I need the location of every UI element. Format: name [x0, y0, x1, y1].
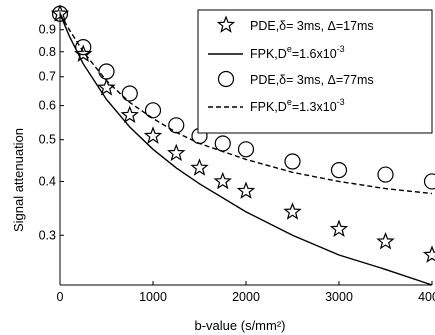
- legend-fpk-1-exp: -3: [337, 44, 345, 54]
- circle-data-point: [168, 117, 185, 134]
- x-tick-label: 1000: [139, 290, 167, 304]
- circle-data-point: [98, 63, 115, 80]
- legend-entry-fpk-2: FPK,De=1.3x10-3: [250, 97, 345, 114]
- star-data-point: [167, 143, 186, 162]
- tick-layer: 0 1000 2000 3000 4000 0.3 0.4 0.5 0.6 0.7 0.8 0.9: [39, 10, 435, 304]
- legend-fpk-2-prefix: FPK,D: [250, 100, 287, 114]
- star-data-point: [213, 171, 232, 190]
- circle-data-point: [423, 173, 435, 190]
- x-axis-label: b-value (s/mm²): [194, 318, 285, 333]
- circle-data-point: [214, 135, 231, 152]
- legend-fpk-1-value: =1.6x10: [292, 47, 337, 61]
- legend-fpk-1-sup: e: [287, 44, 292, 54]
- y-tick-label: 0.6: [39, 99, 56, 113]
- star-data-point: [236, 181, 256, 199]
- legend-fpk-1-prefix: FPK,D: [250, 47, 287, 61]
- legend-entry-pde-17ms: PDE,δ= 3ms, Δ=17ms: [250, 19, 374, 33]
- star-data-point: [376, 231, 395, 250]
- y-tick-label: 0.5: [39, 133, 56, 147]
- y-tick-label: 0.7: [39, 70, 56, 84]
- plot-layer: [50, 4, 435, 286]
- star-data-point: [74, 44, 93, 62]
- circle-data-point: [237, 141, 255, 158]
- star-data-point: [422, 245, 435, 263]
- x-tick-label: 4000: [418, 290, 435, 304]
- y-tick-label: 0.3: [39, 228, 56, 242]
- legend-entry-pde-77ms: PDE,δ= 3ms, Δ=77ms: [250, 73, 374, 87]
- circle-data-point: [121, 85, 138, 102]
- star-data-point: [329, 219, 349, 237]
- legend-entry-fpk-1: FPK,De=1.6x10-3: [250, 44, 345, 61]
- x-tick-label: 0: [57, 290, 64, 304]
- star-data-point: [120, 105, 139, 124]
- y-tick-label: 0.9: [39, 23, 56, 37]
- star-data-point: [283, 202, 302, 220]
- y-tick-label: 0.8: [39, 45, 56, 59]
- legend-fpk-2-value: =1.3x10: [292, 100, 337, 114]
- circle-data-point: [75, 39, 92, 56]
- circle-data-point: [330, 162, 348, 179]
- legend-star-icon: [216, 15, 236, 33]
- legend-fpk-2-exp: -3: [337, 97, 345, 107]
- x-tick-label: 2000: [232, 290, 260, 304]
- legend: PDE,δ= 3ms, Δ=17ms FPK,De=1.6x10-3 PDE,δ…: [197, 9, 433, 134]
- legend-box: [197, 9, 433, 134]
- fpk-solid-curve: [59, 13, 433, 286]
- star-data-point: [143, 126, 163, 144]
- x-tick-label: 3000: [325, 290, 353, 304]
- y-tick-label: 0.4: [39, 174, 56, 188]
- legend-circle-icon: [217, 70, 235, 88]
- circle-data-point: [284, 153, 301, 170]
- star-data-point: [190, 158, 209, 176]
- y-axis-label: Signal attenuation: [11, 128, 26, 232]
- circle-data-point: [144, 102, 162, 119]
- circle-data-point: [377, 166, 394, 183]
- legend-fpk-2-sup: e: [287, 97, 292, 107]
- star-data-point: [97, 78, 116, 96]
